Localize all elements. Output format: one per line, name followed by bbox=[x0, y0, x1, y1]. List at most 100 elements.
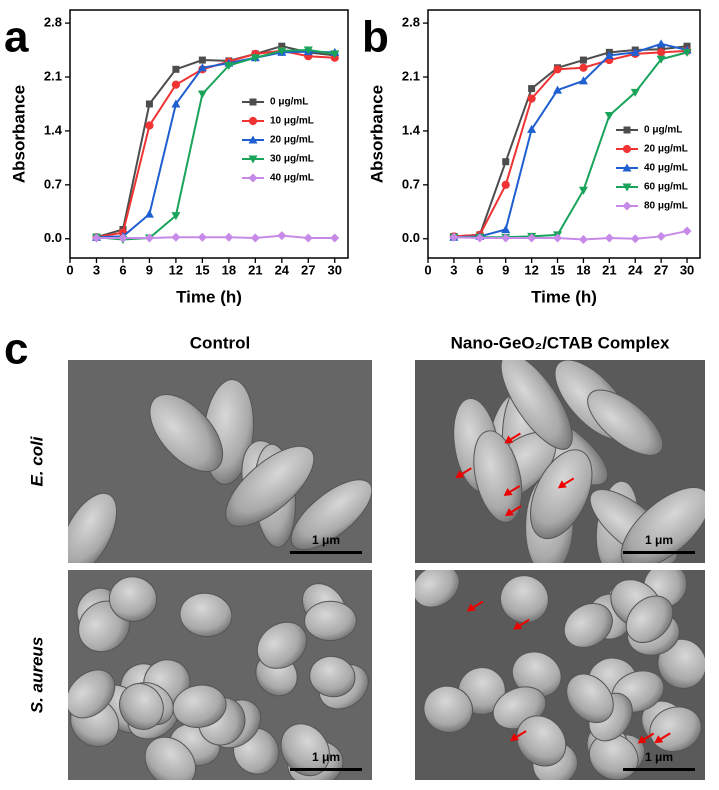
cell bbox=[172, 684, 227, 728]
marker bbox=[197, 90, 207, 99]
cell bbox=[149, 394, 224, 473]
cell bbox=[225, 445, 315, 527]
cell bbox=[587, 389, 664, 456]
marker bbox=[623, 126, 631, 134]
sem-image: 1 μm bbox=[415, 570, 705, 780]
marker bbox=[224, 61, 234, 70]
legend-label: 40 μg/mL bbox=[270, 173, 314, 184]
marker bbox=[171, 99, 181, 108]
y-tick-label: 0.0 bbox=[402, 230, 420, 245]
marker bbox=[527, 233, 537, 243]
x-tick-label: 12 bbox=[524, 262, 538, 277]
arrow-head bbox=[455, 470, 465, 479]
marker bbox=[250, 54, 260, 63]
x-tick-label: 0 bbox=[66, 262, 73, 277]
cell bbox=[423, 685, 473, 733]
x-tick-label: 24 bbox=[275, 262, 290, 277]
marker bbox=[91, 233, 101, 243]
marker bbox=[527, 94, 536, 103]
panel-label: a bbox=[4, 13, 29, 62]
panel-label: b bbox=[362, 13, 389, 62]
marker bbox=[144, 233, 154, 243]
cell bbox=[566, 673, 614, 724]
cell bbox=[108, 576, 158, 622]
marker bbox=[501, 180, 510, 189]
marker bbox=[553, 233, 563, 243]
cell bbox=[280, 723, 330, 777]
row-title: E. coli bbox=[27, 435, 46, 486]
scale-bar-label: 1 μm bbox=[312, 533, 340, 547]
marker bbox=[144, 209, 154, 218]
marker bbox=[197, 232, 207, 242]
series-line bbox=[96, 45, 335, 239]
marker bbox=[501, 233, 511, 243]
marker bbox=[656, 39, 666, 48]
x-axis-title: Time (h) bbox=[531, 287, 597, 306]
cell bbox=[290, 479, 372, 551]
cell bbox=[516, 715, 567, 767]
column-title: Nano-GeO₂/CTAB Complex bbox=[451, 333, 670, 352]
x-tick-label: 18 bbox=[222, 262, 236, 277]
cell bbox=[500, 360, 573, 450]
x-tick-label: 6 bbox=[476, 262, 483, 277]
y-tick-label: 1.4 bbox=[44, 122, 63, 137]
x-tick-label: 6 bbox=[119, 262, 126, 277]
y-tick-label: 2.8 bbox=[44, 15, 62, 30]
arrow-head bbox=[503, 487, 513, 496]
marker bbox=[501, 225, 511, 234]
y-tick-label: 2.8 bbox=[402, 15, 420, 30]
series-line bbox=[96, 234, 335, 239]
x-tick-label: 24 bbox=[628, 262, 643, 277]
legend-label: 60 μg/mL bbox=[644, 182, 688, 193]
cell bbox=[144, 736, 197, 780]
marker bbox=[303, 46, 313, 55]
legend-label: 20 μg/mL bbox=[644, 144, 688, 155]
cell bbox=[68, 492, 118, 563]
y-tick-label: 0.0 bbox=[44, 230, 62, 245]
marker bbox=[172, 65, 180, 73]
y-tick-label: 0.7 bbox=[44, 176, 62, 191]
x-tick-label: 27 bbox=[301, 262, 315, 277]
y-axis-title: Absorbance bbox=[9, 85, 28, 183]
marker bbox=[248, 135, 258, 144]
marker bbox=[248, 155, 258, 164]
arrow-head bbox=[510, 733, 520, 742]
scale-bar bbox=[623, 551, 695, 554]
y-tick-label: 0.7 bbox=[402, 176, 420, 191]
marker bbox=[579, 56, 587, 64]
y-tick-label: 1.4 bbox=[402, 122, 421, 137]
marker bbox=[475, 233, 485, 243]
y-axis-title: Absorbance bbox=[367, 85, 386, 183]
arrow-head bbox=[637, 735, 647, 744]
series-line bbox=[453, 42, 688, 239]
x-tick-label: 3 bbox=[93, 262, 100, 277]
marker bbox=[527, 124, 537, 133]
x-tick-label: 30 bbox=[680, 262, 694, 277]
marker bbox=[277, 47, 287, 56]
arrow-head bbox=[557, 480, 567, 489]
marker bbox=[224, 232, 234, 242]
series-line bbox=[453, 45, 688, 238]
cell bbox=[625, 595, 674, 644]
legend-label: 10 μg/mL bbox=[270, 116, 314, 127]
x-tick-label: 15 bbox=[550, 262, 564, 277]
marker bbox=[171, 232, 181, 242]
cell bbox=[530, 449, 593, 540]
marker bbox=[248, 116, 258, 126]
marker bbox=[502, 158, 510, 166]
legend-label: 40 μg/mL bbox=[644, 163, 688, 174]
marker bbox=[622, 183, 632, 192]
marker bbox=[553, 65, 562, 74]
x-tick-label: 21 bbox=[248, 262, 262, 277]
marker bbox=[118, 233, 128, 243]
marker bbox=[657, 48, 666, 57]
cell bbox=[415, 570, 460, 608]
marker bbox=[604, 233, 614, 243]
marker bbox=[622, 163, 632, 172]
scale-bar bbox=[623, 768, 695, 771]
marker bbox=[145, 100, 153, 108]
cell bbox=[68, 669, 116, 719]
cell bbox=[119, 683, 164, 730]
marker bbox=[250, 233, 260, 243]
